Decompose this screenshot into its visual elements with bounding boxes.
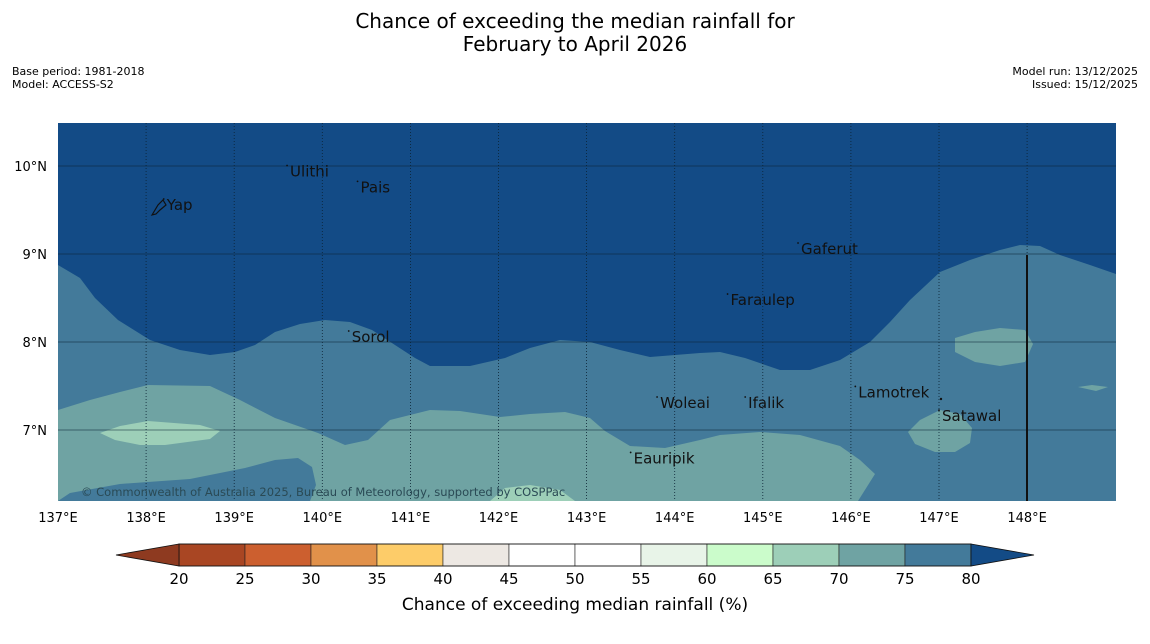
copyright-notice: © Commonwealth of Australia 2025, Bureau…	[81, 485, 565, 499]
place-label-lamotrek: Lamotrek	[858, 383, 929, 401]
place-marker	[797, 242, 799, 244]
colorbar-tick-label: 45	[499, 570, 518, 588]
colorbar-tick-label: 20	[169, 570, 188, 588]
colorbar-cell	[376, 543, 444, 567]
place-marker	[744, 396, 747, 398]
latitude-tick-label: 9°N	[23, 248, 48, 263]
colorbar-tick-label: 75	[895, 570, 914, 588]
band-65-patch-south	[490, 485, 575, 501]
place-marker	[347, 330, 350, 332]
band-70-patch-satawal	[908, 410, 972, 452]
place-marker	[854, 385, 857, 388]
place-label-pais: Pais	[361, 178, 391, 196]
place-marker	[356, 180, 359, 183]
longitude-tick-label: 144°E	[655, 511, 695, 526]
longitude-labels: 137°E 138°E 139°E 140°E 141°E 142°E 143°E 144°E…	[38, 511, 1047, 526]
place-label-ifalik: Ifalik	[748, 394, 784, 412]
colorbar-cell	[706, 543, 774, 567]
longitude-tick-label: 145°E	[743, 511, 783, 526]
colorbar-cell	[178, 543, 246, 567]
meta-left: Base period: 1981-2018 Model: ACCESS-S2	[12, 65, 144, 91]
band-65-patch-west	[100, 421, 220, 445]
colorbar-cell	[838, 543, 906, 567]
place-label-sorol: Sorol	[352, 328, 390, 346]
longitude-tick-label: 137°E	[38, 511, 78, 526]
place-label-ulithi: Ulithi	[290, 163, 329, 181]
colorbar-cell	[442, 543, 510, 567]
latitude-tick-label: 10°N	[14, 160, 47, 175]
place-label-satawal: Satawal	[942, 407, 1001, 425]
colorbar-cells	[178, 543, 972, 567]
title-line-1: Chance of exceeding the median rainfall …	[355, 9, 795, 33]
colorbar-tick-label: 60	[697, 570, 716, 588]
place-marker	[656, 396, 658, 398]
longitude-tick-label: 140°E	[303, 511, 343, 526]
band-70-patch-far-east	[1078, 385, 1108, 391]
chart-title: Chance of exceeding the median rainfall …	[0, 10, 1150, 56]
colorbar-tick-label: 65	[763, 570, 782, 588]
colorbar-tick-label: 50	[565, 570, 584, 588]
colorbar-tick-label: 25	[235, 570, 254, 588]
colorbar-tick-labels: 20 25 30 35 40 45 50 55 60 65 70 75 80	[169, 570, 980, 588]
title-line-2: February to April 2026	[462, 32, 688, 56]
colorbar-cell	[244, 543, 312, 567]
colorbar-under-triangle	[115, 543, 180, 567]
place-label-woleai: Woleai	[660, 394, 710, 412]
longitude-tick-label: 146°E	[831, 511, 871, 526]
latitude-labels: 10°N 9°N 8°N 7°N	[14, 160, 47, 439]
latitude-tick-label: 8°N	[23, 336, 48, 351]
colorbar-tick-label: 70	[829, 570, 848, 588]
longitude-tick-label: 139°E	[214, 511, 254, 526]
place-label-yap: Yap	[166, 196, 193, 214]
colorbar-tick-label: 80	[961, 570, 980, 588]
colorbar-cell	[508, 543, 576, 567]
place-marker	[286, 164, 288, 167]
place-labels: Yap Ulithi Pais Gaferut Faraulep Sorol Lamotre…	[162, 163, 1001, 467]
island-markers	[150, 199, 943, 401]
colorbar-cell	[772, 543, 840, 567]
place-marker	[162, 198, 165, 200]
satawal-islet-dot	[939, 397, 943, 401]
place-label-gaferut: Gaferut	[801, 240, 858, 258]
meta-right: Model run: 13/12/2025 Issued: 15/12/2025	[1012, 65, 1138, 91]
latitude-tick-label: 7°N	[23, 424, 48, 439]
colorbar-cell	[574, 543, 642, 567]
band-75-patch-south	[58, 458, 316, 501]
base-period: Base period: 1981-2018	[12, 65, 145, 78]
band-70-patch-east	[955, 328, 1033, 366]
longitude-tick-label: 147°E	[919, 511, 959, 526]
graticule	[58, 123, 1116, 501]
colorbar-cell	[904, 543, 972, 567]
colorbar-tick-label: 40	[433, 570, 452, 588]
model-run: Model run: 13/12/2025	[1012, 65, 1138, 78]
longitude-tick-label: 142°E	[479, 511, 519, 526]
issued-date: Issued: 15/12/2025	[1031, 78, 1138, 91]
place-label-faraulep: Faraulep	[731, 291, 795, 309]
colorbar-tick-label: 55	[631, 570, 650, 588]
colorbar-cell	[310, 543, 378, 567]
yap-island-outline	[150, 199, 167, 216]
longitude-tick-label: 141°E	[391, 511, 431, 526]
place-marker	[629, 451, 632, 454]
place-marker	[726, 293, 729, 295]
map-plot-area: Yap Ulithi Pais Gaferut Faraulep Sorol Lamotre…	[58, 123, 1116, 501]
longitude-tick-label: 143°E	[567, 511, 607, 526]
place-marker	[938, 409, 940, 412]
model-name: Model: ACCESS-S2	[12, 78, 114, 91]
colorbar-title: Chance of exceeding median rainfall (%)	[402, 595, 748, 615]
longitude-tick-label: 148°E	[1007, 511, 1047, 526]
longitude-tick-label: 138°E	[126, 511, 166, 526]
colorbar-tick-label: 30	[301, 570, 320, 588]
colorbar-tick-label: 35	[367, 570, 386, 588]
place-label-eauripik: Eauripik	[634, 449, 695, 467]
colorbar-cell	[640, 543, 708, 567]
colorbar: 20 25 30 35 40 45 50 55 60 65 70 75 80 Chance of exc…	[115, 543, 1035, 615]
colorbar-over-triangle	[970, 543, 1035, 567]
